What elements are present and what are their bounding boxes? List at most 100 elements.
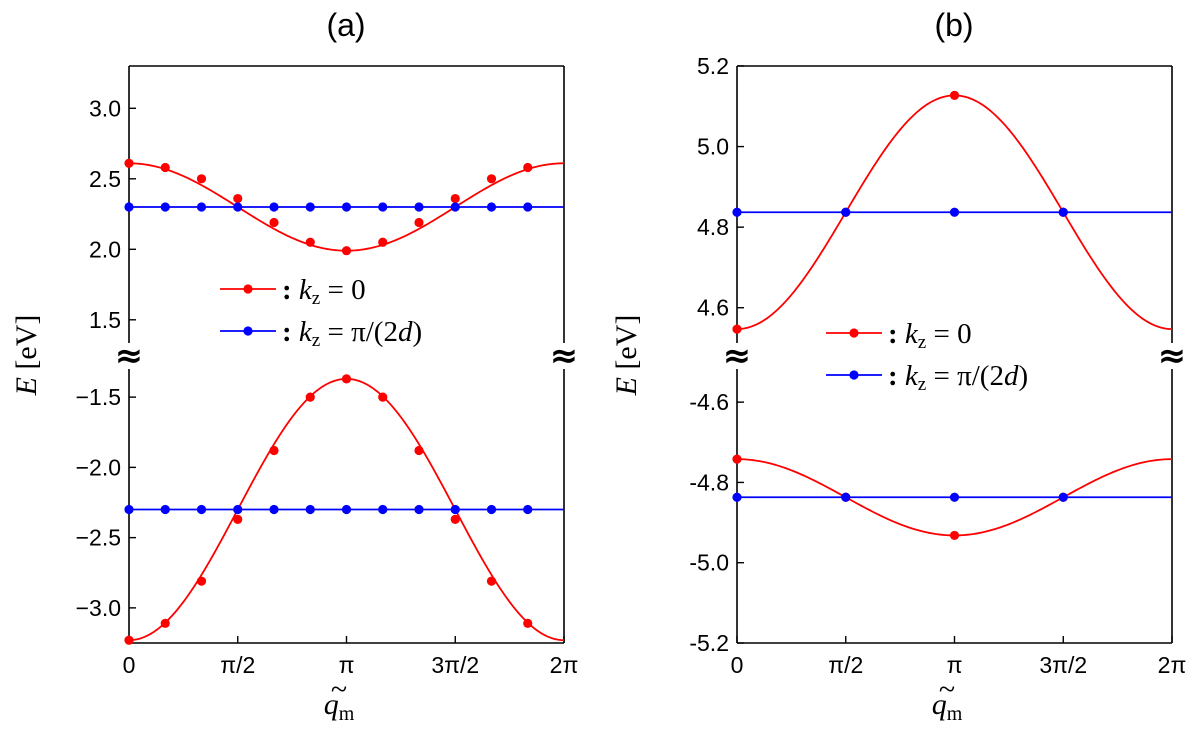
series-kzpi2d-lower (124, 504, 564, 515)
y-tick-label: −2.5 (76, 525, 121, 551)
legend-marker (849, 328, 859, 338)
x-axis-label-symbol: q (324, 688, 339, 721)
data-point (732, 324, 742, 334)
series-kzpi2d-upper (732, 207, 1172, 217)
x-axis-label: ~qm (932, 673, 963, 725)
y-tick-label: −2.0 (76, 454, 121, 480)
legend-symbol: k (299, 316, 313, 348)
data-point (841, 207, 851, 217)
legend-rest: = 0 (926, 318, 971, 350)
axes-frame (736, 65, 1173, 644)
x-tick-label: 2π (1158, 652, 1187, 678)
axis-break-left: ≈ (115, 336, 144, 376)
y-axis-label-space (10, 370, 43, 378)
legend-space (292, 316, 299, 348)
y-tick-label: 5.0 (697, 134, 729, 160)
legend-entry: : kz = 0 (826, 318, 972, 353)
y-axis-label: E [eV] (10, 315, 43, 397)
legend-space (898, 318, 905, 350)
legend-rest: = 0 (320, 274, 365, 306)
data-point (269, 217, 279, 228)
data-point (414, 445, 424, 456)
series-kz0-lower (124, 374, 565, 645)
y-tick-label: -4.8 (689, 469, 729, 495)
y-axis-label-space (610, 370, 643, 378)
data-point (732, 454, 742, 464)
x-axis-label: ~qm (324, 673, 355, 725)
legend-symbol: k (299, 274, 313, 306)
legend-marker (243, 284, 253, 294)
data-point (414, 202, 424, 212)
series-kzpi2d-lower (732, 492, 1172, 502)
legend-subscript: z (918, 374, 926, 395)
legend-marker (243, 326, 253, 336)
y-axis-label-symbol: E (610, 377, 643, 396)
x-axis-label-text: qm (932, 688, 963, 725)
axis-break-right: ≈ (1158, 336, 1187, 376)
data-point (414, 217, 424, 228)
data-point (124, 158, 134, 168)
legend-entry: : kz = π/(2d) (826, 360, 1028, 395)
y-tick-label: -5.0 (689, 550, 729, 576)
y-tick-label: −3.0 (76, 595, 121, 621)
x-axis-label-subscript: m (947, 703, 963, 725)
legend-space (898, 360, 905, 392)
series-kzpi2d-upper (124, 202, 564, 212)
x-tick-label: π (339, 652, 355, 678)
x-tick-label: π/2 (220, 652, 255, 678)
legend-rest: = π/(2 (320, 316, 398, 348)
x-tick-label: π (947, 652, 963, 678)
legend-close: ) (1018, 360, 1028, 392)
legend-entry: : kz = 0 (220, 274, 366, 309)
data-point (450, 504, 460, 515)
data-point (233, 193, 243, 204)
y-tick-label: 2.0 (89, 236, 121, 262)
axis-break-right: ≈ (550, 336, 579, 376)
data-point (378, 202, 388, 212)
data-point (949, 530, 960, 541)
data-point (269, 202, 279, 212)
data-point (196, 202, 207, 212)
data-point (160, 162, 170, 173)
x-axis-label-symbol: q (932, 688, 947, 721)
y-tick-label: 1.5 (89, 307, 121, 333)
data-point (305, 504, 315, 515)
axes-frame (128, 65, 565, 644)
data-point (196, 174, 207, 184)
legend-label: : kz = 0 (282, 274, 366, 309)
data-point (949, 207, 960, 217)
y-tick-label: 5.2 (697, 53, 729, 79)
data-point (160, 618, 170, 628)
panel-a: (a) ≈ ≈1.5 2.0 2.5 3.0 −3.0 −2.5 −2.0 −1.5 0 π/2 π 3π… (10, 7, 578, 725)
x-tick-label: π/2 (828, 652, 863, 678)
x-axis-label-subscript: m (339, 703, 355, 725)
data-point (160, 202, 170, 212)
data-point (124, 635, 134, 645)
data-point (486, 504, 497, 515)
data-point (269, 504, 279, 515)
y-axis-label-unit: [eV] (10, 315, 43, 370)
legend-entry: : kz = π/(2d) (220, 316, 422, 351)
data-point (732, 492, 742, 502)
data-point (233, 504, 243, 515)
y-axis-label-unit: [eV] (610, 315, 643, 370)
data-point (450, 193, 460, 204)
legend-label: : kz = π/(2d) (282, 316, 422, 351)
legend-subscript: z (918, 332, 926, 353)
legend-symbol: k (905, 360, 919, 392)
x-tick-label: 2π (550, 652, 579, 678)
data-point (841, 492, 851, 502)
panel-title: (a) (326, 7, 365, 43)
data-point (949, 90, 960, 101)
legend-symbol: k (905, 318, 919, 350)
legend-colon: : (282, 316, 292, 348)
y-tick-label: -4.6 (689, 389, 729, 415)
y-tick-label: 2.5 (89, 166, 121, 192)
legend-subscript: z (312, 330, 320, 351)
data-point (486, 202, 497, 212)
data-point (450, 202, 460, 212)
legend-label: : kz = 0 (888, 318, 972, 353)
legend-label: : kz = π/(2d) (888, 360, 1028, 395)
y-axis-label-symbol: E (10, 377, 43, 396)
data-point (486, 174, 497, 184)
